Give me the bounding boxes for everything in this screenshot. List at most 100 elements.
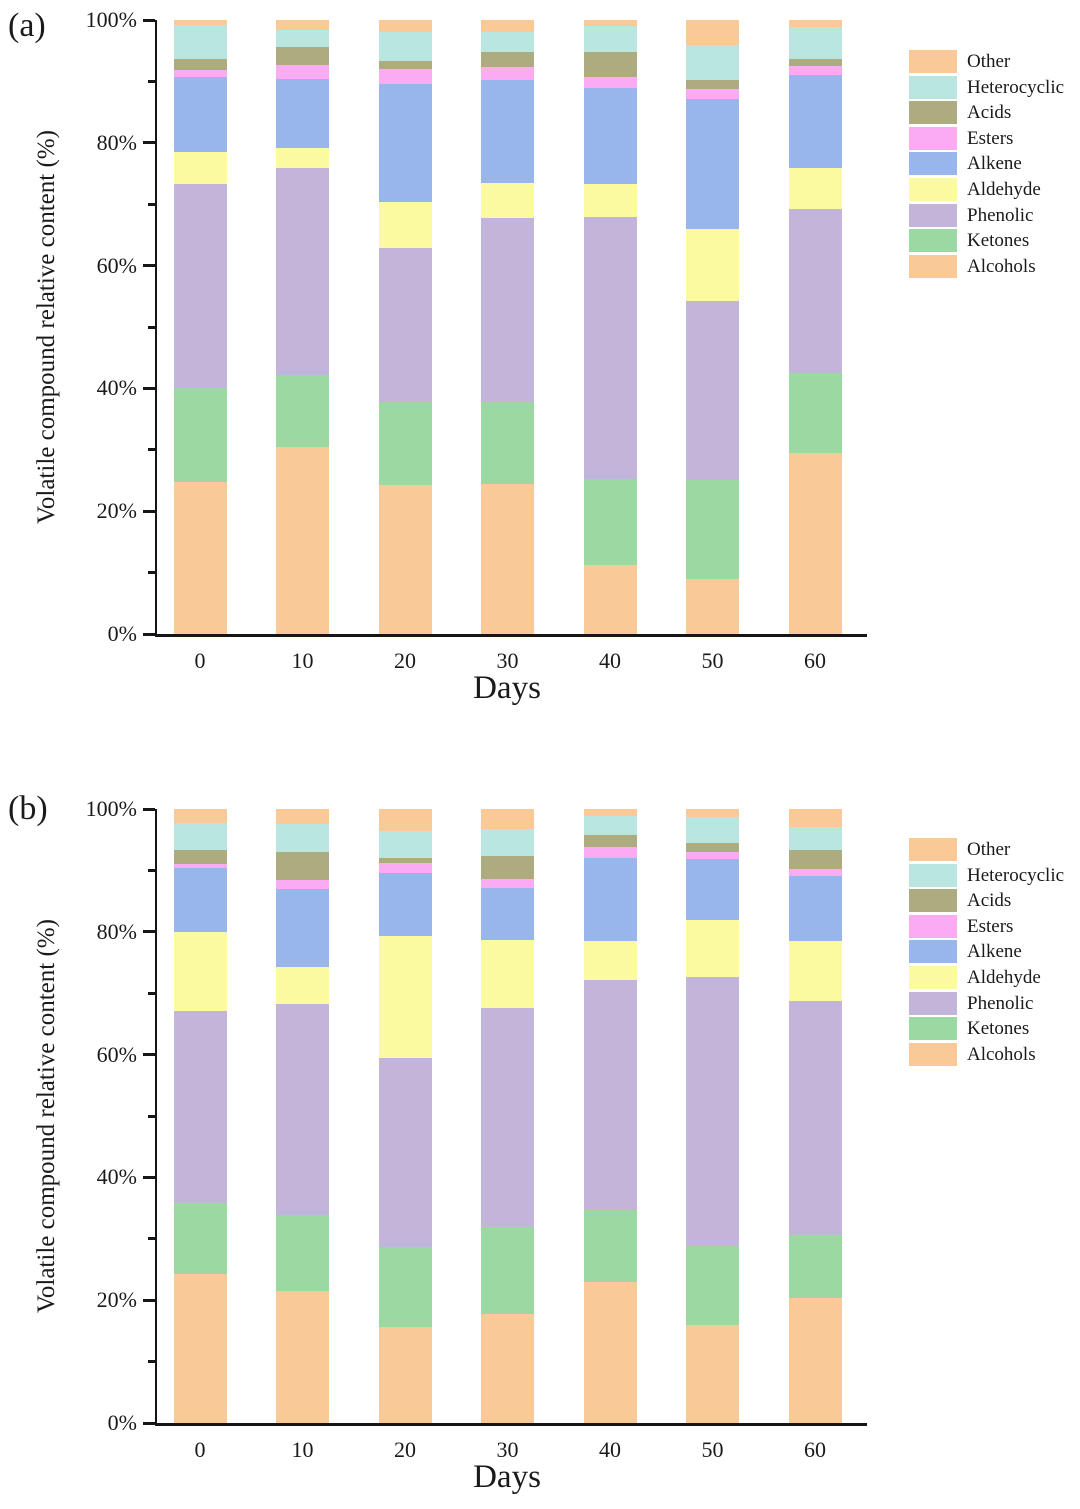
legend-label: Esters bbox=[967, 915, 1014, 937]
legend-label: Aldehyde bbox=[967, 178, 1041, 200]
segment-heterocyclic-day-50 bbox=[686, 44, 739, 80]
segment-other-day-30 bbox=[481, 20, 534, 32]
segment-acids-day-60 bbox=[788, 58, 842, 67]
y-major-tick bbox=[143, 509, 155, 513]
segment-alkene-day-0 bbox=[173, 867, 227, 933]
y-major-tick bbox=[143, 386, 155, 390]
segment-aldehyde-day-20 bbox=[378, 935, 432, 1058]
segment-other-day-40 bbox=[583, 809, 637, 817]
segment-alcohols-day-40 bbox=[583, 1281, 637, 1423]
y-tick-label: 60% bbox=[96, 252, 137, 278]
legend-label: Other bbox=[967, 51, 1011, 72]
segment-esters-day-10 bbox=[276, 879, 329, 890]
y-minor-tick bbox=[148, 1237, 155, 1241]
legend-swatch-esters-icon bbox=[909, 126, 957, 150]
segment-aldehyde-day-40 bbox=[583, 940, 637, 981]
segment-ketones-day-30 bbox=[481, 1226, 534, 1314]
segment-phenolic-day-30 bbox=[481, 217, 534, 402]
segment-other-day-20 bbox=[378, 809, 432, 831]
segment-ketones-day-50 bbox=[686, 1245, 739, 1326]
y-minor-tick bbox=[148, 79, 155, 83]
legend-label: Phenolic bbox=[967, 992, 1034, 1014]
x-tick-label: 20 bbox=[394, 648, 416, 673]
y-tick-label: 80% bbox=[96, 918, 137, 944]
legend-swatch-acids-icon bbox=[909, 101, 957, 125]
segment-alcohols-day-30 bbox=[481, 483, 534, 634]
segment-other-day-40 bbox=[583, 20, 637, 26]
x-tick-label: 40 bbox=[599, 648, 621, 673]
legend-item-esters: Esters bbox=[909, 126, 1064, 150]
legend-swatch-phenolic-icon bbox=[909, 203, 957, 227]
segment-other-day-0 bbox=[173, 809, 227, 823]
segment-ketones-day-0 bbox=[173, 387, 227, 482]
legend-label: Acids bbox=[967, 890, 1012, 912]
segment-acids-day-60 bbox=[788, 849, 842, 870]
legend-label: Ketones bbox=[967, 230, 1030, 252]
x-tick-label: 20 bbox=[394, 1437, 416, 1462]
y-minor-tick bbox=[148, 202, 155, 206]
segment-acids-day-0 bbox=[173, 848, 227, 864]
legend-swatch-alcohols-icon bbox=[909, 254, 957, 278]
plot-area-a: Days 0% 20% 40% 60% 80% 100% 0 10 20 30 40 50 60 bbox=[86, 9, 867, 705]
segment-aldehyde-day-0 bbox=[173, 931, 227, 1012]
legend-label: Esters bbox=[967, 127, 1014, 149]
segment-phenolic-day-30 bbox=[481, 1007, 534, 1228]
legend-item-esters: Esters bbox=[909, 914, 1064, 938]
y-tick-label: 0% bbox=[107, 1410, 137, 1435]
y-tick-label: 60% bbox=[96, 1041, 137, 1067]
y-major-tick bbox=[143, 1175, 155, 1179]
y-major-tick bbox=[143, 18, 155, 22]
legend-item-other: Other bbox=[909, 838, 1064, 861]
legend-label: Other bbox=[967, 839, 1011, 860]
segment-ketones-day-40 bbox=[583, 478, 637, 566]
segment-esters-day-0 bbox=[173, 69, 227, 78]
segment-phenolic-day-60 bbox=[788, 999, 842, 1236]
stacked-bar-day-10 bbox=[276, 809, 329, 1423]
y-tick-label: 80% bbox=[96, 129, 137, 155]
stacked-bar-day-10 bbox=[276, 20, 329, 634]
segment-alkene-day-50 bbox=[686, 98, 739, 229]
legend-item-ketones: Ketones bbox=[909, 1017, 1064, 1041]
segment-aldehyde-day-40 bbox=[583, 183, 637, 218]
segment-heterocyclic-day-40 bbox=[583, 815, 637, 835]
y-minor-tick bbox=[148, 868, 155, 872]
segment-acids-day-10 bbox=[276, 851, 329, 881]
legend-item-phenolic: Phenolic bbox=[909, 991, 1064, 1015]
segment-aldehyde-day-0 bbox=[173, 151, 227, 184]
y-tick-label: 20% bbox=[96, 498, 137, 524]
x-tick-label: 30 bbox=[496, 1437, 519, 1462]
stacked-bar-day-60 bbox=[788, 809, 842, 1423]
segment-heterocyclic-day-20 bbox=[378, 31, 432, 61]
x-tick-label: 50 bbox=[701, 1437, 724, 1462]
stacked-bar-day-50 bbox=[686, 809, 739, 1423]
legend-item-other: Other bbox=[909, 50, 1064, 73]
segment-esters-day-40 bbox=[583, 846, 637, 858]
segment-other-day-60 bbox=[788, 809, 842, 827]
legend-swatch-alkene-icon bbox=[909, 152, 957, 176]
y-minor-tick bbox=[148, 991, 155, 995]
legend-label: Heterocyclic bbox=[967, 864, 1065, 886]
legend-label: Alkene bbox=[967, 941, 1022, 963]
legend-item-aldehyde: Aldehyde bbox=[909, 177, 1064, 201]
legend-label: Phenolic bbox=[967, 204, 1034, 226]
segment-heterocyclic-day-30 bbox=[481, 31, 534, 52]
segment-other-day-20 bbox=[378, 20, 432, 33]
segment-ketones-day-0 bbox=[173, 1202, 227, 1274]
segment-alkene-day-20 bbox=[378, 872, 432, 937]
segment-ketones-day-20 bbox=[378, 1246, 432, 1327]
segment-acids-day-30 bbox=[481, 51, 534, 67]
segment-esters-day-30 bbox=[481, 878, 534, 889]
segment-acids-day-50 bbox=[686, 842, 739, 852]
segment-acids-day-40 bbox=[583, 51, 637, 77]
x-axis-title: Days bbox=[473, 1459, 541, 1495]
segment-alkene-day-30 bbox=[481, 78, 534, 183]
segment-phenolic-day-40 bbox=[583, 216, 637, 479]
legend-swatch-alcohols-icon bbox=[909, 1042, 957, 1066]
y-tick-label: 100% bbox=[85, 7, 137, 32]
panel-b: (b) Volatile compound relative content (… bbox=[0, 790, 1080, 1509]
segment-alcohols-day-60 bbox=[788, 452, 842, 634]
legend-a: Other Heterocyclic Acids Esters Alkene Aldehy… bbox=[909, 50, 1064, 280]
legend-label: Heterocyclic bbox=[967, 76, 1065, 98]
y-major-tick bbox=[143, 632, 155, 636]
segment-other-day-60 bbox=[788, 20, 842, 28]
